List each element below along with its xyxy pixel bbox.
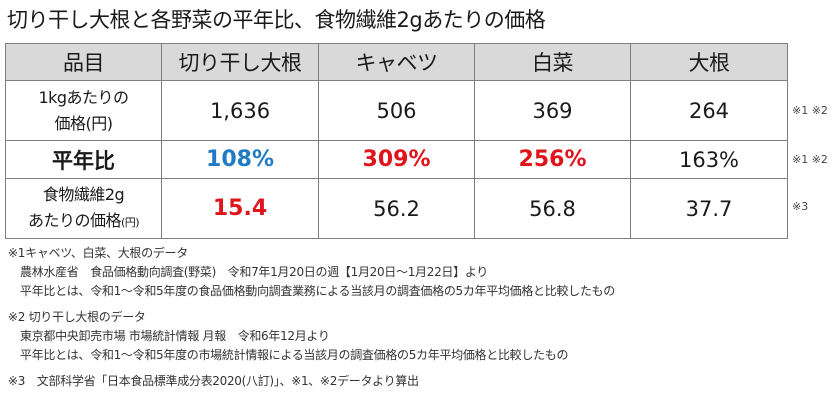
cell-value: 56.8 (474, 178, 631, 239)
table-row-price-per-fiber: 食物繊維2g あたりの価格(円) 15.4 56.2 56.8 37.7 (5, 178, 788, 239)
cell-value-highlight: 309% (318, 140, 475, 179)
cell-value-highlight: 15.4 (161, 178, 319, 239)
header-cabbage: キャベツ (318, 43, 475, 81)
table-header-row: 品目 切り干し大根 キャベツ 白菜 大根 (5, 43, 788, 81)
page-title: 切り干し大根と各野菜の平年比、食物繊維2gあたりの価格 (7, 8, 546, 32)
cell-value: 369 (474, 80, 631, 141)
row-label-line1: 食物繊維2g (42, 184, 125, 204)
footnote-2-heading: ※2 切り干し大根のデータ (8, 310, 146, 324)
row-label-yoy-ratio: 平年比 (5, 140, 162, 179)
note-ref-row2: ※1 ※2 (792, 153, 828, 166)
cell-value: 264 (630, 80, 788, 141)
footnote-3: ※3 文部科学省「日本食品標準成分表2020(八訂)」、※1、※2データより算出 (8, 374, 419, 388)
table-row-yoy-ratio: 平年比 108% 309% 256% 163% (5, 140, 788, 179)
row-label-unit: (円) (120, 215, 140, 229)
table-row-price-per-kg: 1kgあたりの 価格(円) 1,636 506 369 264 (5, 80, 788, 141)
footnote-1-definition: 平年比とは、令和1～令和5年度の食品価格動向調査業務による当該月の調査価格の5カ… (20, 284, 615, 298)
cell-value-highlight: 256% (474, 140, 631, 179)
footnote-2-definition: 平年比とは、令和1～令和5年度の市場統計情報による当該月の調査価格の5カ年平均価… (20, 348, 569, 362)
row-label-line1: 1kgあたりの (38, 87, 129, 107)
note-ref-row1: ※1 ※2 (792, 104, 828, 117)
cell-value: 1,636 (161, 80, 319, 141)
row-label-text: あたりの価格 (27, 210, 122, 230)
note-ref-row3: ※3 (792, 200, 809, 213)
header-daikon: 大根 (630, 43, 788, 81)
footnote-1-heading: ※1キャベツ、白菜、大根のデータ (8, 246, 188, 260)
cell-value: 506 (318, 80, 475, 141)
cell-value: 163% (630, 140, 788, 179)
row-label-price-per-kg: 1kgあたりの 価格(円) (5, 80, 162, 141)
cell-value: 37.7 (630, 178, 788, 239)
row-label-line2: あたりの価格(円) (7, 208, 161, 236)
header-hakusai: 白菜 (474, 43, 631, 81)
footnote-2-source: 東京都中央卸売市場 市場統計情報 月報 令和6年12月より (20, 329, 330, 343)
cell-value: 56.2 (318, 178, 475, 239)
footnote-1-source: 農林水産省 食品価格動向調査(野菜) 令和7年1月20日の週【1月20日～1月2… (20, 265, 488, 279)
cell-value-highlight: 108% (161, 140, 319, 179)
row-label-line2: 価格(円) (54, 113, 114, 133)
footnotes: ※1キャベツ、白菜、大根のデータ 農林水産省 食品価格動向調査(野菜) 令和7年… (8, 244, 615, 391)
price-comparison-table: 品目 切り干し大根 キャベツ 白菜 大根 1kgあたりの 価格(円) 1,636… (5, 43, 788, 239)
header-kiriboshi-daikon: 切り干し大根 (161, 43, 319, 81)
row-label-price-per-fiber: 食物繊維2g あたりの価格(円) (5, 178, 162, 239)
header-item: 品目 (5, 43, 162, 81)
